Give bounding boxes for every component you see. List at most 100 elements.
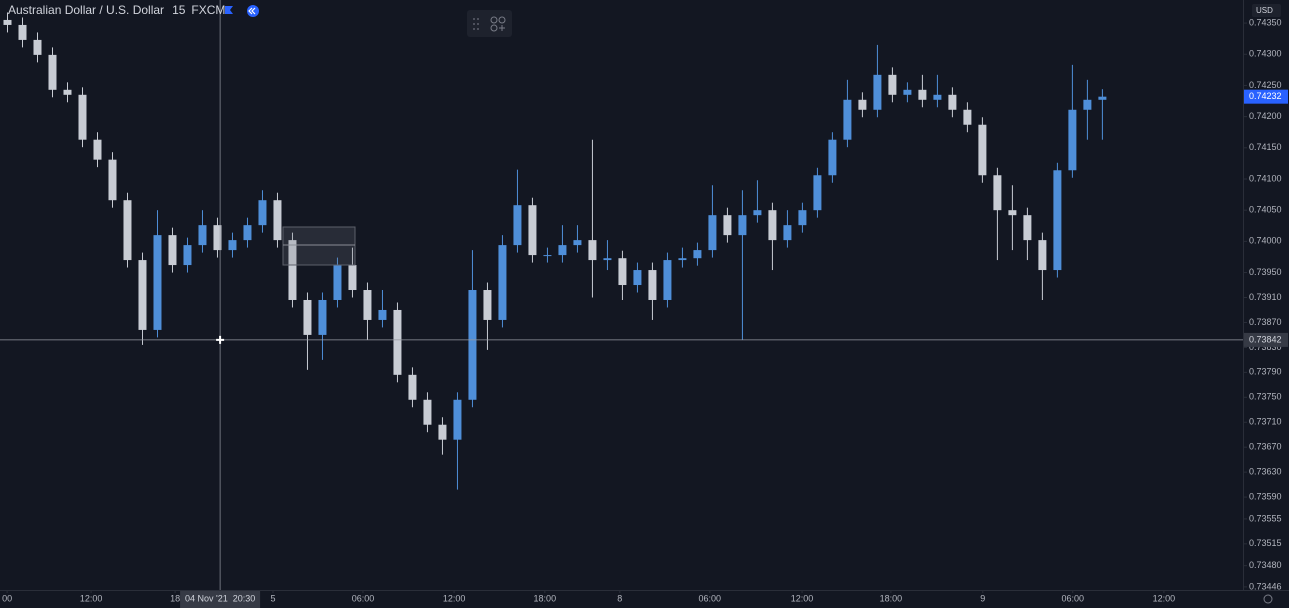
candle-body xyxy=(168,235,177,266)
candle-body xyxy=(948,94,957,110)
drag-handle xyxy=(473,18,479,30)
candle-body xyxy=(513,205,522,246)
candle-body xyxy=(288,240,297,300)
candle-body xyxy=(153,235,162,330)
y-tick-label: 0.74300 xyxy=(1249,49,1282,59)
currency[interactable]: USD xyxy=(1256,6,1273,15)
candle-body xyxy=(933,94,942,100)
candle-body xyxy=(963,109,972,125)
candle-body xyxy=(123,200,132,261)
y-tick-label: 0.73446 xyxy=(1249,581,1282,591)
candle-body xyxy=(3,19,12,25)
candle-body xyxy=(693,250,702,259)
candle-body xyxy=(348,265,357,291)
candle-body xyxy=(213,225,222,251)
candle-body xyxy=(753,210,762,216)
replay-icon[interactable] xyxy=(247,5,259,17)
y-tick-label: 0.74350 xyxy=(1249,17,1282,27)
y-tick-label: 0.74000 xyxy=(1249,236,1282,246)
candle-body xyxy=(108,159,117,201)
settings-icon[interactable] xyxy=(1263,594,1273,604)
candle-body xyxy=(363,290,372,320)
candle-body xyxy=(468,290,477,400)
candle-body xyxy=(258,200,267,226)
y-tick-label: 0.74200 xyxy=(1249,111,1282,121)
candle-body xyxy=(558,245,567,256)
x-tick-label: 8 xyxy=(617,593,622,603)
y-tick-label: 0.73670 xyxy=(1249,442,1282,452)
crosshair-price-label: 0.73842 xyxy=(1249,334,1282,344)
flag-icon[interactable] xyxy=(225,6,233,14)
candle-body xyxy=(1053,170,1062,271)
candle-body xyxy=(393,309,402,375)
candle-body xyxy=(843,99,852,140)
candle-body xyxy=(1008,210,1017,216)
candle-body xyxy=(198,225,207,246)
x-tick-label: 5 xyxy=(270,593,275,603)
rectangle-drawing[interactable] xyxy=(282,226,356,266)
y-tick-label: 0.73750 xyxy=(1249,392,1282,402)
candle-body xyxy=(228,240,237,251)
candle-body xyxy=(768,210,777,241)
crosshair-price-bg xyxy=(1244,332,1288,347)
y-tick-label: 0.73870 xyxy=(1249,317,1282,327)
candle-body xyxy=(1038,240,1047,271)
x-tick-label: 06:00 xyxy=(352,593,375,603)
candle-body xyxy=(903,89,912,95)
x-tick-label: 12:00 xyxy=(443,593,466,603)
overlay xyxy=(0,0,1243,590)
y-tick-label: 0.74150 xyxy=(1249,142,1282,152)
candle-body xyxy=(858,99,867,110)
symbol: Australian Dollar / U.S. Dollar xyxy=(8,3,164,17)
y-tick-label: 0.73555 xyxy=(1249,513,1282,523)
y-tick-label: 0.73630 xyxy=(1249,466,1282,476)
toolbar-icon[interactable] xyxy=(490,16,506,32)
candle-body xyxy=(378,309,387,320)
candle-body xyxy=(1068,109,1077,171)
candle-body xyxy=(303,299,312,335)
candle-body xyxy=(873,74,882,110)
candle-body xyxy=(1023,215,1032,241)
y-tick-label: 0.74100 xyxy=(1249,173,1282,183)
currency-button[interactable] xyxy=(1252,4,1281,17)
replay-glyph xyxy=(248,7,256,15)
candle-body xyxy=(573,240,582,246)
x-tick-label: 9 xyxy=(980,593,985,603)
candle-body xyxy=(543,255,552,257)
candle-body xyxy=(438,424,447,440)
candle-body xyxy=(888,74,897,95)
crosshair-x-label-bg xyxy=(180,591,261,608)
y-tick-label: 0.73590 xyxy=(1249,491,1282,501)
candle-body xyxy=(318,299,327,335)
last-price-label: 0.74232 xyxy=(1249,91,1282,101)
candle-body xyxy=(63,89,72,95)
y-tick-label: 0.73515 xyxy=(1249,538,1282,548)
y-tick-label: 0.73950 xyxy=(1249,267,1282,277)
candle-body xyxy=(648,270,657,300)
candle-body xyxy=(78,94,87,140)
candle-body xyxy=(663,260,672,300)
candle-body xyxy=(738,215,747,236)
source: FXCM xyxy=(191,3,225,17)
y-tick-label: 0.74250 xyxy=(1249,80,1282,90)
candle-body xyxy=(528,205,537,256)
x-tick-label: 18 xyxy=(170,593,180,603)
x-tick-label: 18:00 xyxy=(534,593,557,603)
crosshair-x-label: 04 Nov '21 20:30 xyxy=(185,593,255,603)
candle-body xyxy=(993,175,1002,211)
candle-body xyxy=(483,290,492,320)
candle-body xyxy=(798,210,807,226)
candle-body xyxy=(273,200,282,241)
y-tick-label: 0.73910 xyxy=(1249,292,1282,302)
candle-body xyxy=(678,258,687,261)
candle-body xyxy=(633,270,642,286)
candle-body xyxy=(333,265,342,300)
candle-body xyxy=(723,215,732,236)
x-tick-label: 06:00 xyxy=(699,593,722,603)
candle-body xyxy=(1098,96,1107,100)
candle-body xyxy=(1083,99,1092,110)
y-tick-label: 0.74050 xyxy=(1249,205,1282,215)
candle-body xyxy=(978,124,987,176)
